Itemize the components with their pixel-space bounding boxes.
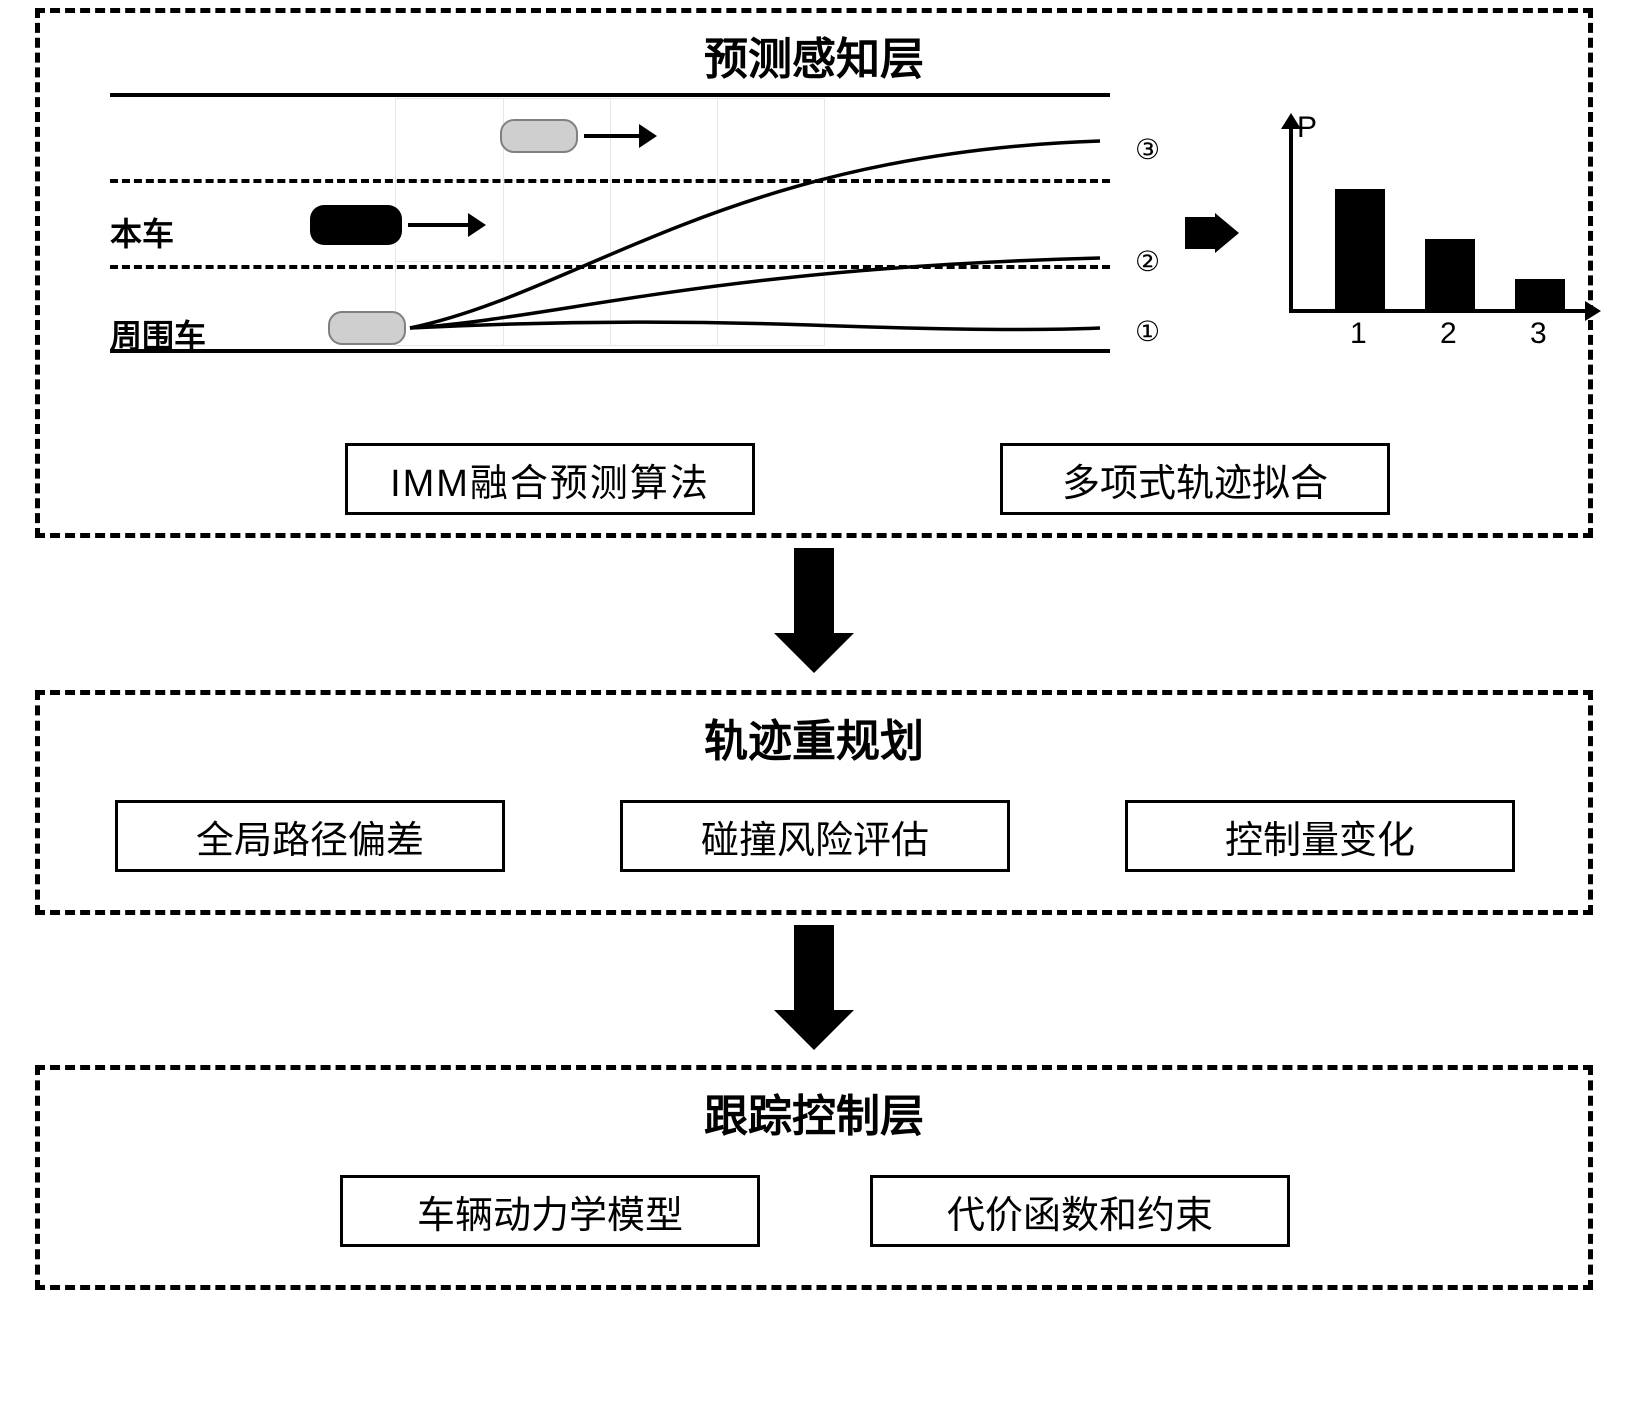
chart-x-arrow-icon xyxy=(1585,301,1601,321)
chart-bar-3 xyxy=(1515,279,1565,309)
car-gray-top xyxy=(500,119,657,153)
chart-y-arrow-icon xyxy=(1281,113,1301,129)
sub-box-dynamics-label: 车辆动力学模型 xyxy=(417,1184,683,1239)
chart-tick-2: 2 xyxy=(1440,317,1457,351)
chart-bar-2 xyxy=(1425,239,1475,309)
sub-box-imm: IMM融合预测算法 xyxy=(345,443,755,515)
chart-tick-3: 3 xyxy=(1530,317,1547,351)
arrow-1-icon xyxy=(774,548,854,673)
sub-box-collision-label: 碰撞风险评估 xyxy=(701,809,929,864)
sub-box-collision: 碰撞风险评估 xyxy=(620,800,1010,872)
layer-2-title: 轨迹重规划 xyxy=(40,695,1588,769)
layer-1-box: 预测感知层 本车 xyxy=(35,8,1593,538)
sub-box-dynamics: 车辆动力学模型 xyxy=(340,1175,760,1247)
circled-3: ③ xyxy=(1135,133,1160,166)
sub-box-cost: 代价函数和约束 xyxy=(870,1175,1290,1247)
circled-1: ① xyxy=(1135,315,1160,348)
chart-tick-1: 1 xyxy=(1350,317,1367,351)
circled-2: ② xyxy=(1135,245,1160,278)
car-gray-bottom xyxy=(328,311,406,345)
sub-box-poly-label: 多项式轨迹拟合 xyxy=(1062,452,1328,507)
sub-box-cost-label: 代价函数和约束 xyxy=(947,1184,1213,1239)
pointer-arrow-icon xyxy=(1185,213,1239,253)
chart-y-axis xyxy=(1289,125,1293,313)
chart-x-axis xyxy=(1289,309,1589,313)
chart-bar-1 xyxy=(1335,189,1385,309)
sub-box-imm-label: IMM融合预测算法 xyxy=(390,452,710,507)
layer-1-title: 预测感知层 xyxy=(40,13,1588,87)
sub-box-control-delta: 控制量变化 xyxy=(1125,800,1515,872)
car-ego xyxy=(310,205,486,245)
layer-3-box: 跟踪控制层 xyxy=(35,1065,1593,1290)
sub-box-control-delta-label: 控制量变化 xyxy=(1225,809,1415,864)
ego-label: 本车 xyxy=(110,209,174,255)
road-diagram: 本车 周围车 xyxy=(110,93,1110,353)
sub-box-global-path-label: 全局路径偏差 xyxy=(196,809,424,864)
sub-box-poly: 多项式轨迹拟合 xyxy=(1000,443,1390,515)
arrow-2-icon xyxy=(774,925,854,1050)
surrounding-label: 周围车 xyxy=(110,311,206,357)
layer-3-title: 跟踪控制层 xyxy=(40,1070,1588,1144)
sub-box-global-path: 全局路径偏差 xyxy=(115,800,505,872)
probability-chart: P 1 2 3 xyxy=(1275,113,1605,353)
